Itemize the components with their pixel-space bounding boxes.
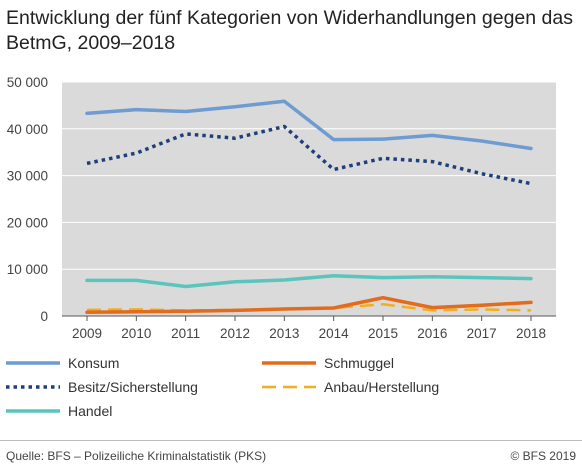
legend-swatch-konsum <box>6 361 60 365</box>
legend-swatch-schmuggel <box>262 361 316 365</box>
y-tick-label: 20 000 <box>7 215 48 230</box>
series-line-besitz <box>86 124 532 186</box>
x-tick-label: 2011 <box>171 326 200 341</box>
legend-swatch-besitz <box>6 385 60 389</box>
legend-swatch-anbau <box>262 385 316 389</box>
legend: Konsum Schmuggel Besitz/Sicherstellung A… <box>0 350 582 430</box>
legend-swatch-handel <box>6 409 60 413</box>
legend-label-handel: Handel <box>68 403 113 419</box>
y-tick-label: 10 000 <box>7 262 48 277</box>
legend-item-anbau: Anbau/Herstellung <box>262 376 439 398</box>
legend-item-schmuggel: Schmuggel <box>262 352 394 374</box>
x-tick-label: 2014 <box>319 326 350 341</box>
x-tick-label: 2017 <box>467 326 497 341</box>
series-line-schmuggel <box>85 295 533 315</box>
chart-title: Entwicklung der fünf Kategorien von Wide… <box>6 7 573 54</box>
x-tick-label: 2012 <box>220 326 250 341</box>
x-tick-label: 2013 <box>269 326 299 341</box>
series-line-konsum <box>85 99 533 151</box>
y-axis-ticks: 0 10 000 20 000 30 000 40 000 50 000 <box>7 75 48 324</box>
line-chart: 0 10 000 20 000 30 000 40 000 50 000 2009 2010… <box>7 75 556 341</box>
y-tick-label: 50 000 <box>7 75 48 90</box>
series-line-handel <box>85 274 533 289</box>
legend-item-besitz: Besitz/Sicherstellung <box>6 376 198 398</box>
legend-item-konsum: Konsum <box>6 352 119 374</box>
source-note: Quelle: BFS – Polizeiliche Kriminalstati… <box>6 449 267 463</box>
x-axis-ticks: 2009 2010 2011 2012 2013 2014 2015 2016 2017 2018 <box>72 316 546 341</box>
x-tick-label: 2010 <box>121 326 151 341</box>
footer-divider <box>0 440 582 441</box>
y-tick-label: 40 000 <box>7 122 48 137</box>
y-tick-label: 0 <box>40 309 48 324</box>
legend-label-anbau: Anbau/Herstellung <box>324 379 440 395</box>
series-lines <box>85 99 533 315</box>
legend-label-konsum: Konsum <box>68 355 120 371</box>
legend-label-schmuggel: Schmuggel <box>324 355 395 371</box>
x-tick-label: 2015 <box>368 326 398 341</box>
gridlines <box>62 81 556 317</box>
copyright-note: © BFS 2019 <box>510 449 576 463</box>
x-tick-label: 2016 <box>417 326 447 341</box>
x-tick-label: 2009 <box>72 326 102 341</box>
legend-label-besitz: Besitz/Sicherstellung <box>68 379 198 395</box>
y-tick-label: 30 000 <box>7 169 48 184</box>
legend-item-handel: Handel <box>6 400 112 422</box>
x-tick-label: 2018 <box>516 326 546 341</box>
